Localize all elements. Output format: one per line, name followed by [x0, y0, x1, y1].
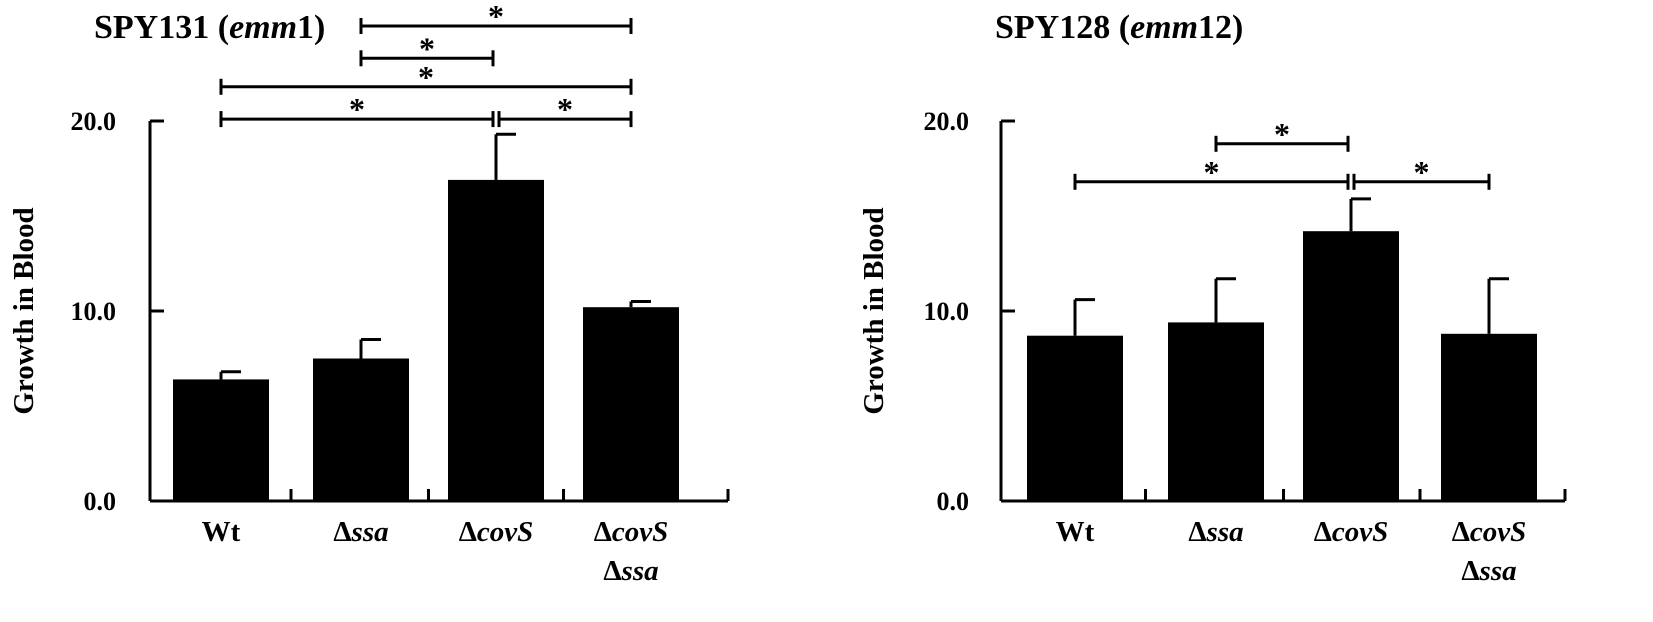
y-axis-label: Growth in Blood: [8, 207, 40, 414]
x-tick-label-part: covS: [1332, 516, 1388, 548]
y-axis-label: Growth in Blood: [858, 207, 890, 414]
x-tick-label-part: Δ: [333, 516, 351, 548]
significance-star: *: [557, 91, 573, 127]
chart-title-suffix: 1): [297, 9, 325, 46]
significance-star: *: [349, 91, 365, 127]
x-tick-label-part: covS: [612, 516, 668, 548]
bar: [173, 379, 269, 501]
significance-star: *: [419, 30, 435, 66]
y-tick-label: 0.0: [937, 487, 970, 516]
x-tick-label: Δssa: [1188, 516, 1243, 548]
x-tick-label-part: covS: [477, 516, 533, 548]
x-tick-label-part: Δ: [1188, 516, 1206, 548]
bar: [583, 307, 679, 501]
x-tick-label-part: ssa: [351, 516, 389, 548]
x-tick-label: Δssa: [603, 555, 658, 587]
x-tick-label: Δssa: [333, 516, 388, 548]
x-tick-label: Δssa: [1461, 555, 1516, 587]
chart-title-prefix: SPY131 (: [94, 9, 229, 46]
bar: [448, 179, 544, 501]
y-tick-label: 20.0: [71, 107, 117, 136]
x-tick-label: Wt: [202, 516, 241, 548]
x-tick-label-part: Wt: [202, 516, 241, 548]
significance-star: *: [1414, 154, 1430, 190]
x-tick-label: ΔcovS: [1452, 516, 1527, 548]
x-tick-label-part: ssa: [1479, 555, 1517, 587]
x-tick-label-part: Δ: [594, 516, 612, 548]
x-tick-label: ΔcovS: [459, 516, 534, 548]
significance-star: *: [1204, 154, 1220, 190]
x-tick-label-part: ssa: [621, 555, 659, 587]
significance-star: *: [418, 59, 434, 95]
x-tick-label: ΔcovS: [594, 516, 669, 548]
chart-panel-spy128: SPY128 (emm12) Growth in Blood 0.0 10.0 20.0…: [858, 9, 1567, 587]
chart-title-italic: emm: [229, 9, 297, 46]
bar: [313, 358, 409, 501]
chart-title: SPY131 (emm1): [94, 9, 325, 46]
y-tick-label: 20.0: [924, 107, 970, 136]
x-tick-label-part: Δ: [1461, 555, 1479, 587]
significance-star: *: [488, 0, 504, 34]
y-tick-label: 10.0: [71, 297, 117, 326]
bar: [1168, 322, 1264, 501]
bar: [1303, 231, 1399, 501]
chart-panel-spy131: SPY131 (emm1) Growth in Blood 0.0 10.0 20.0 W…: [8, 0, 730, 587]
chart-title: SPY128 (emm12): [995, 9, 1243, 46]
x-tick-label-part: Δ: [459, 516, 477, 548]
y-tick-label: 10.0: [924, 297, 970, 326]
y-tick-label: 0.0: [84, 487, 117, 516]
x-tick-label: Wt: [1056, 516, 1095, 548]
chart-title-italic: emm: [1130, 9, 1198, 46]
x-tick-label-part: covS: [1470, 516, 1526, 548]
x-tick-label-part: Δ: [1452, 516, 1470, 548]
chart-title-prefix: SPY128 (: [995, 9, 1130, 46]
bar: [1027, 335, 1123, 501]
bar: [1441, 333, 1537, 501]
x-tick-label-part: Wt: [1056, 516, 1095, 548]
chart-title-suffix: 12): [1198, 9, 1243, 46]
x-tick-label-part: ssa: [1206, 516, 1244, 548]
x-tick-label-part: Δ: [603, 555, 621, 587]
significance-star: *: [1274, 116, 1290, 152]
x-tick-label-part: Δ: [1314, 516, 1332, 548]
x-tick-label: ΔcovS: [1314, 516, 1389, 548]
